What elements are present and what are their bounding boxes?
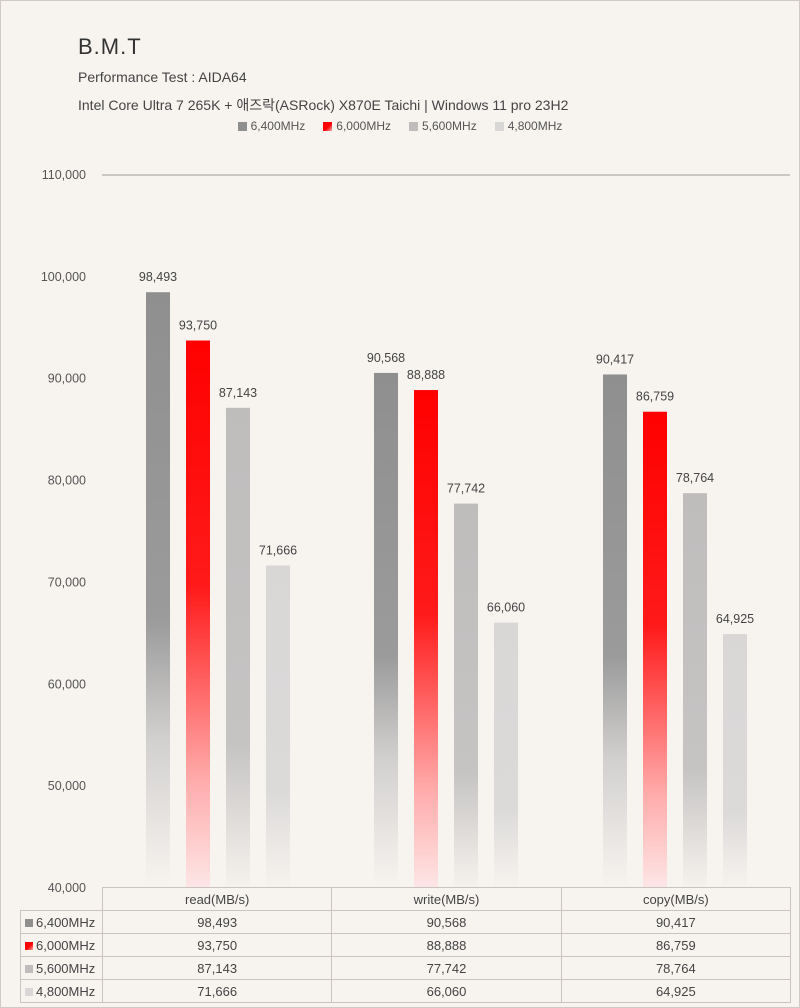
y-tick-label: 100,000 xyxy=(41,270,86,284)
table-header-read: read(MB/s) xyxy=(101,887,333,911)
legend-swatch-5600 xyxy=(409,121,418,131)
bar xyxy=(723,634,747,888)
bar xyxy=(186,340,210,889)
legend-item-5600: 5,600MHz xyxy=(409,119,477,133)
y-tick-label: 60,000 xyxy=(48,677,86,691)
bar xyxy=(414,390,438,888)
table-cell: 98,493 xyxy=(101,910,333,934)
table-row-head-6400: 6,400MHz xyxy=(20,910,103,934)
table-row: 4,800MHz 71,666 66,060 64,925 xyxy=(20,979,792,1003)
y-tick-label: 80,000 xyxy=(48,474,86,488)
data-label: 66,060 xyxy=(487,601,525,615)
data-label: 88,888 xyxy=(407,368,445,382)
legend-item-4800: 4,800MHz xyxy=(494,119,563,133)
table-cell: 90,568 xyxy=(331,910,562,934)
data-label: 93,750 xyxy=(179,319,217,333)
bar xyxy=(454,503,478,888)
table-cell: 77,742 xyxy=(331,956,562,980)
data-label: 90,417 xyxy=(596,352,634,366)
table-header-copy: copy(MB/s) xyxy=(560,887,792,911)
table-swatch-5600 xyxy=(25,964,33,973)
bar xyxy=(494,622,518,888)
table-row: 6,000MHz 93,750 88,888 86,759 xyxy=(20,933,792,957)
data-label: 64,925 xyxy=(716,612,754,626)
data-label: 78,764 xyxy=(676,471,714,485)
legend-swatch-6400 xyxy=(237,121,247,131)
table-header-write: write(MB/s) xyxy=(331,887,562,911)
y-tick-label: 50,000 xyxy=(48,779,86,793)
data-table: read(MB/s) write(MB/s) copy(MB/s) 6,400M… xyxy=(20,887,792,1003)
table-header-row: read(MB/s) write(MB/s) copy(MB/s) xyxy=(20,887,792,911)
bar xyxy=(374,372,398,888)
table-cell: 88,888 xyxy=(331,933,562,957)
table-row: 5,600MHz 87,143 77,742 78,764 xyxy=(20,956,792,980)
bar xyxy=(266,565,290,888)
legend-label-6000: 6,000MHz xyxy=(336,119,391,133)
table-swatch-6000 xyxy=(25,941,33,950)
table-corner xyxy=(20,887,103,911)
bar xyxy=(146,292,170,888)
table-cell: 87,143 xyxy=(101,956,333,980)
table-row-label: 6,000MHz xyxy=(36,937,96,953)
legend: 6,400MHz 6,000MHz 5,600MHz 4,800MHz xyxy=(0,119,800,133)
table-cell: 71,666 xyxy=(101,979,333,1003)
table-swatch-6400 xyxy=(25,918,33,927)
table-row-label: 5,600MHz xyxy=(36,960,96,976)
table-cell: 93,750 xyxy=(101,933,333,957)
data-label: 87,143 xyxy=(219,386,257,400)
data-label: 90,568 xyxy=(367,351,405,365)
chart-subtitle-system: Intel Core Ultra 7 265K + 애즈락(ASRock) X8… xyxy=(78,97,569,113)
table-swatch-4800 xyxy=(25,987,33,996)
legend-label-5600: 5,600MHz xyxy=(422,119,477,133)
table-row-label: 4,800MHz xyxy=(36,983,96,999)
table-row-label: 6,400MHz xyxy=(36,914,96,930)
y-axis: 40,00050,00060,00070,00080,00090,000100,… xyxy=(41,168,86,895)
y-tick-label: 70,000 xyxy=(48,575,86,589)
table-row-head-5600: 5,600MHz xyxy=(20,956,103,980)
table-cell: 64,925 xyxy=(560,979,792,1003)
table-row-head-4800: 4,800MHz xyxy=(20,979,103,1003)
bar xyxy=(226,407,250,888)
legend-label-4800: 4,800MHz xyxy=(507,119,563,133)
legend-swatch-4800 xyxy=(494,121,504,131)
y-tick-label: 90,000 xyxy=(48,372,86,386)
bars xyxy=(146,292,747,889)
data-label: 71,666 xyxy=(259,543,297,557)
chart-title: B.M.T xyxy=(78,34,142,59)
data-label: 77,742 xyxy=(447,482,485,496)
data-label: 98,493 xyxy=(139,270,177,284)
table-cell: 86,759 xyxy=(560,933,792,957)
table-cell: 90,417 xyxy=(560,910,792,934)
data-label: 86,759 xyxy=(636,390,674,404)
table-cell: 78,764 xyxy=(560,956,792,980)
bar xyxy=(683,493,707,888)
chart-subtitle: Performance Test : AIDA64 xyxy=(78,69,247,85)
table-cell: 66,060 xyxy=(331,979,562,1003)
data-labels: 98,493 90,568 90,417 93,750 88,888 86,759 87,1… xyxy=(139,270,754,626)
legend-swatch-6000 xyxy=(323,121,333,131)
y-tick-label: 110,000 xyxy=(42,168,86,182)
legend-item-6000: 6,000MHz xyxy=(323,119,391,133)
legend-item-6400: 6,400MHz xyxy=(237,119,306,133)
table-row-head-6000: 6,000MHz xyxy=(20,933,103,957)
bar xyxy=(603,374,627,888)
bar xyxy=(643,411,667,888)
table-row: 6,400MHz 98,493 90,568 90,417 xyxy=(20,910,792,934)
legend-label-6400: 6,400MHz xyxy=(250,119,306,133)
